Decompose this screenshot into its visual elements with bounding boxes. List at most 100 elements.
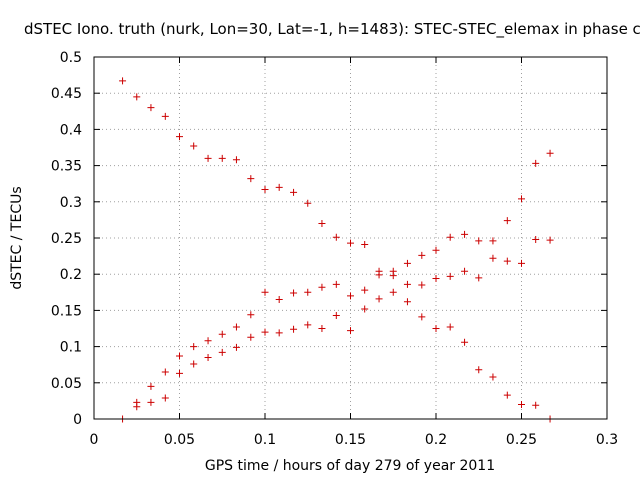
data-point-marker	[161, 394, 169, 402]
grid-lines	[94, 57, 607, 419]
data-point-marker	[119, 77, 127, 85]
x-tick-label: 0.15	[335, 432, 366, 448]
x-tick-label: 0	[90, 432, 99, 448]
y-tick-label: 0.05	[51, 376, 82, 392]
data-point-marker	[361, 241, 369, 249]
y-tick-label: 0.2	[60, 267, 82, 283]
data-point-marker	[375, 271, 383, 279]
data-point-marker	[275, 296, 283, 304]
data-point-marker	[418, 251, 426, 259]
data-point-marker	[190, 343, 198, 351]
data-point-marker	[332, 233, 340, 241]
x-tick-label: 0.1	[254, 432, 276, 448]
data-point-marker	[147, 398, 155, 406]
data-point-marker	[147, 382, 155, 390]
data-point-marker	[418, 281, 426, 289]
data-point-marker	[503, 217, 511, 225]
data-point-marker	[446, 323, 454, 331]
data-point-marker	[304, 288, 312, 296]
axis-ticks	[93, 56, 608, 420]
data-point-marker	[290, 325, 298, 333]
data-point-marker	[503, 391, 511, 399]
data-point-marker	[190, 360, 198, 368]
y-axis-label: dSTEC / TECUs	[9, 186, 25, 289]
data-point-marker	[261, 288, 269, 296]
x-tick-label: 0.3	[596, 432, 618, 448]
y-tick-label: 0.35	[51, 159, 82, 175]
data-point-marker	[218, 348, 226, 356]
data-point-marker	[133, 403, 141, 411]
data-point-marker	[275, 183, 283, 191]
data-point-marker	[304, 321, 312, 329]
data-point-marker	[347, 239, 354, 247]
data-point-marker	[432, 325, 440, 332]
data-point-marker	[546, 236, 554, 244]
data-point-marker	[375, 295, 383, 303]
data-point-marker	[403, 298, 411, 306]
data-point-marker	[232, 343, 240, 351]
chart-title: dSTEC Iono. truth (nurk, Lon=30, Lat=-1,…	[24, 20, 640, 39]
data-point-marker	[432, 246, 440, 254]
data-point-marker	[518, 259, 525, 267]
data-point-marker	[532, 159, 540, 167]
data-point-marker	[503, 257, 511, 265]
x-axis-label: GPS time / hours of day 279 of year 2011	[205, 458, 495, 474]
data-point-marker	[161, 112, 169, 120]
y-tick-label: 0.15	[51, 303, 82, 319]
data-point-marker	[218, 154, 226, 162]
data-point-marker	[218, 330, 226, 338]
data-point-marker	[318, 220, 326, 228]
data-point-marker	[176, 352, 183, 360]
data-point-marker	[247, 175, 255, 183]
data-point-marker	[518, 401, 525, 409]
data-point-marker	[247, 311, 255, 319]
data-point-marker	[361, 286, 369, 294]
data-point-marker	[489, 373, 497, 381]
data-point-marker	[232, 156, 240, 164]
data-point-marker	[489, 237, 497, 245]
data-point-marker	[332, 280, 340, 288]
data-point-marker	[389, 288, 397, 296]
data-point-marker	[261, 185, 269, 193]
data-point-marker	[461, 338, 469, 346]
y-tick-label: 0	[73, 412, 82, 428]
data-point-marker	[347, 327, 354, 335]
data-point-marker	[432, 275, 440, 283]
data-point-marker	[546, 149, 554, 157]
data-point-marker	[304, 199, 312, 207]
y-tick-label: 0.5	[60, 50, 82, 66]
data-point-marker	[403, 259, 411, 267]
y-tick-label: 0.3	[60, 195, 82, 211]
y-tick-label: 0.25	[51, 231, 82, 247]
data-point-marker	[261, 328, 269, 336]
data-point-marker	[475, 274, 483, 282]
y-tick-label: 0.4	[60, 122, 82, 138]
data-point-marker	[176, 133, 183, 141]
data-point-marker	[532, 401, 540, 409]
y-tick-label: 0.1	[60, 340, 82, 356]
data-point-marker	[446, 272, 454, 280]
data-point-marker	[403, 280, 411, 288]
x-tick-label: 0.25	[506, 432, 537, 448]
data-point-marker	[161, 368, 169, 376]
data-point-marker	[475, 366, 483, 374]
data-point-marker	[475, 237, 483, 245]
data-point-marker	[190, 142, 198, 150]
data-point-marker	[290, 188, 298, 196]
data-point-marker	[318, 325, 326, 332]
data-point-marker	[489, 254, 497, 262]
y-tick-label: 0.45	[51, 86, 82, 102]
data-point-marker	[418, 313, 426, 321]
data-point-marker	[290, 289, 298, 297]
data-point-marker	[332, 311, 340, 319]
data-point-marker	[232, 323, 240, 331]
data-point-marker	[275, 329, 283, 337]
data-point-marker	[347, 292, 354, 300]
data-point-marker	[247, 333, 255, 341]
data-point-marker	[461, 230, 469, 238]
x-tick-label: 0.2	[425, 432, 447, 448]
x-tick-label: 0.05	[164, 432, 195, 448]
data-point-marker	[361, 305, 369, 313]
data-point-marker	[147, 104, 155, 112]
